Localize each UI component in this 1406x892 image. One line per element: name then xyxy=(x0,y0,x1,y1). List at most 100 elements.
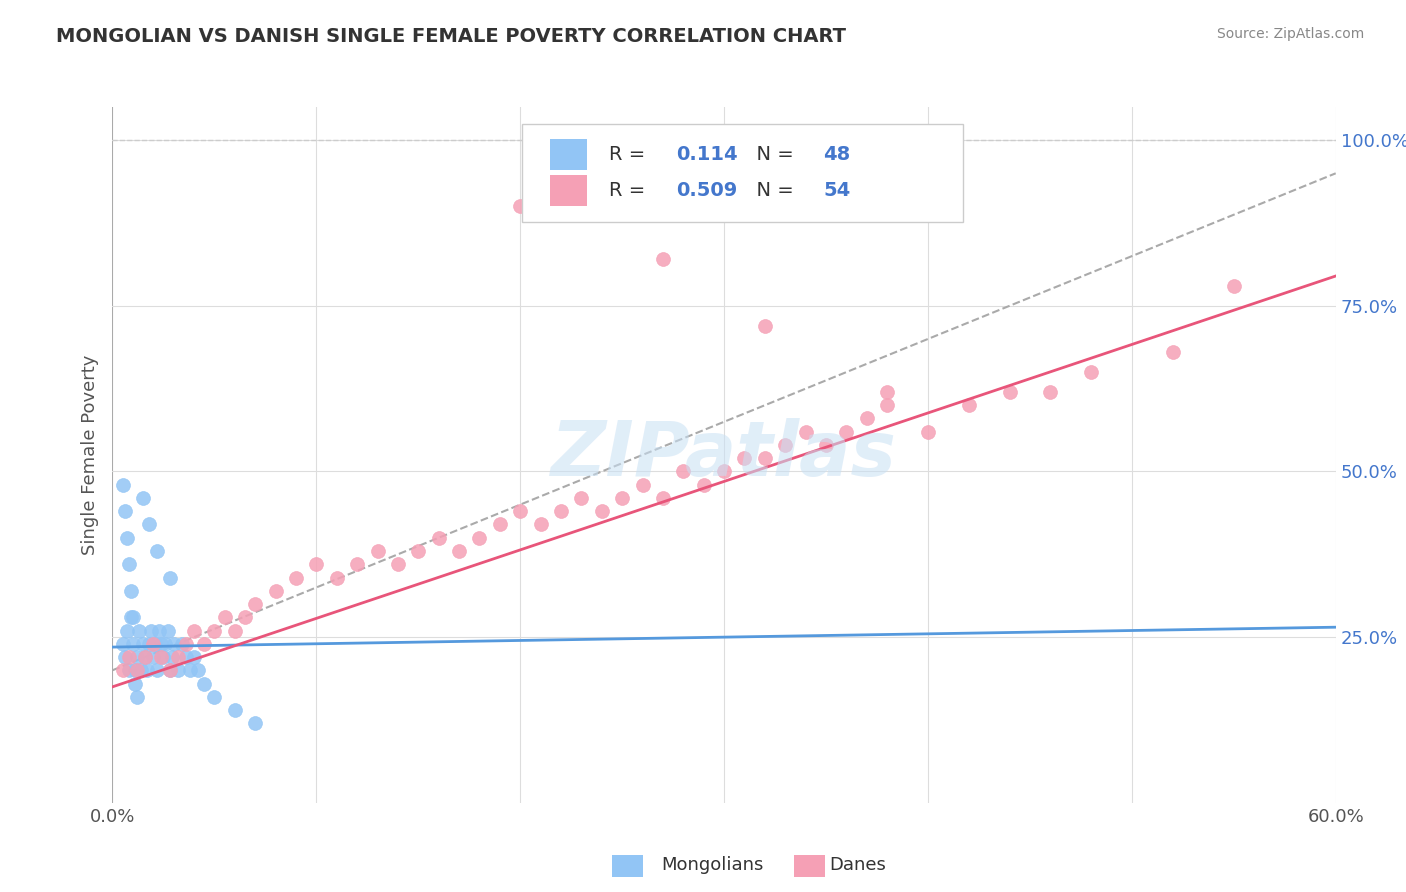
Point xyxy=(142,637,165,651)
Point xyxy=(111,477,134,491)
Point xyxy=(138,637,160,651)
Point xyxy=(134,650,156,665)
Point xyxy=(115,624,138,638)
Point xyxy=(122,637,145,651)
Point xyxy=(794,425,817,439)
Point xyxy=(134,650,156,665)
Point xyxy=(129,663,152,677)
Point xyxy=(118,558,141,572)
Point xyxy=(204,624,226,638)
Point xyxy=(754,451,776,466)
Point xyxy=(408,544,430,558)
Point xyxy=(224,703,246,717)
Point xyxy=(835,425,858,439)
Point xyxy=(917,425,939,439)
Point xyxy=(163,637,186,651)
Point xyxy=(509,199,531,213)
Point xyxy=(1223,279,1246,293)
Point xyxy=(111,663,134,677)
Point xyxy=(1039,384,1062,399)
Point xyxy=(150,637,173,651)
Point xyxy=(346,558,368,572)
Point xyxy=(447,544,470,558)
Point xyxy=(122,610,145,624)
Point xyxy=(366,544,388,558)
Point xyxy=(529,517,551,532)
Point xyxy=(150,650,173,665)
Point xyxy=(815,438,838,452)
Point xyxy=(132,637,155,651)
Point xyxy=(957,398,980,412)
Point xyxy=(754,318,776,333)
Point xyxy=(245,597,267,611)
Point xyxy=(155,637,177,651)
Text: N =: N = xyxy=(744,145,800,164)
Point xyxy=(174,637,197,651)
Point xyxy=(305,558,328,572)
Text: R =: R = xyxy=(609,181,651,200)
Point xyxy=(1080,365,1102,379)
Point xyxy=(159,663,181,677)
Point xyxy=(156,624,179,638)
Point xyxy=(224,624,246,638)
Point xyxy=(118,650,141,665)
Point xyxy=(734,451,756,466)
Text: 54: 54 xyxy=(823,181,851,200)
Point xyxy=(652,252,675,267)
Point xyxy=(166,663,188,677)
Point xyxy=(148,624,170,638)
Point xyxy=(387,558,409,572)
Point xyxy=(179,663,201,677)
Point xyxy=(775,438,797,452)
Point xyxy=(204,690,226,704)
Point xyxy=(193,637,215,651)
Point xyxy=(143,637,166,651)
Point xyxy=(591,504,613,518)
Text: R =: R = xyxy=(609,145,658,164)
Point xyxy=(998,384,1021,399)
Text: 48: 48 xyxy=(823,145,851,164)
Bar xyxy=(550,138,588,170)
Point xyxy=(159,570,181,584)
Point xyxy=(141,624,163,638)
Point xyxy=(631,477,654,491)
Point xyxy=(125,690,148,704)
Point xyxy=(152,650,174,665)
Point xyxy=(132,491,155,505)
Point xyxy=(1161,345,1184,359)
Point xyxy=(174,650,197,665)
Point xyxy=(214,610,236,624)
Point xyxy=(489,517,512,532)
Point xyxy=(245,716,267,731)
Point xyxy=(468,531,491,545)
Point xyxy=(159,663,181,677)
Point xyxy=(183,650,205,665)
Point xyxy=(652,491,675,505)
Bar xyxy=(550,175,588,206)
Point xyxy=(264,583,287,598)
Point xyxy=(166,650,188,665)
Point xyxy=(118,663,141,677)
Text: N =: N = xyxy=(744,181,800,200)
Point xyxy=(284,570,308,584)
Point xyxy=(876,384,898,399)
Point xyxy=(114,650,136,665)
Text: 0.509: 0.509 xyxy=(676,181,738,200)
Point xyxy=(138,517,160,532)
Point xyxy=(672,465,695,479)
Text: 0.114: 0.114 xyxy=(676,145,738,164)
FancyBboxPatch shape xyxy=(522,124,963,222)
Point xyxy=(146,663,169,677)
Point xyxy=(855,411,877,425)
Point xyxy=(233,610,256,624)
Point xyxy=(550,504,572,518)
Point xyxy=(128,624,150,638)
Point xyxy=(183,624,205,638)
Point xyxy=(427,531,450,545)
Point xyxy=(876,398,898,412)
Text: MONGOLIAN VS DANISH SINGLE FEMALE POVERTY CORRELATION CHART: MONGOLIAN VS DANISH SINGLE FEMALE POVERT… xyxy=(56,27,846,45)
Point xyxy=(136,663,159,677)
Point xyxy=(124,676,146,690)
Point xyxy=(610,491,633,505)
Text: ZIPatlas: ZIPatlas xyxy=(551,418,897,491)
